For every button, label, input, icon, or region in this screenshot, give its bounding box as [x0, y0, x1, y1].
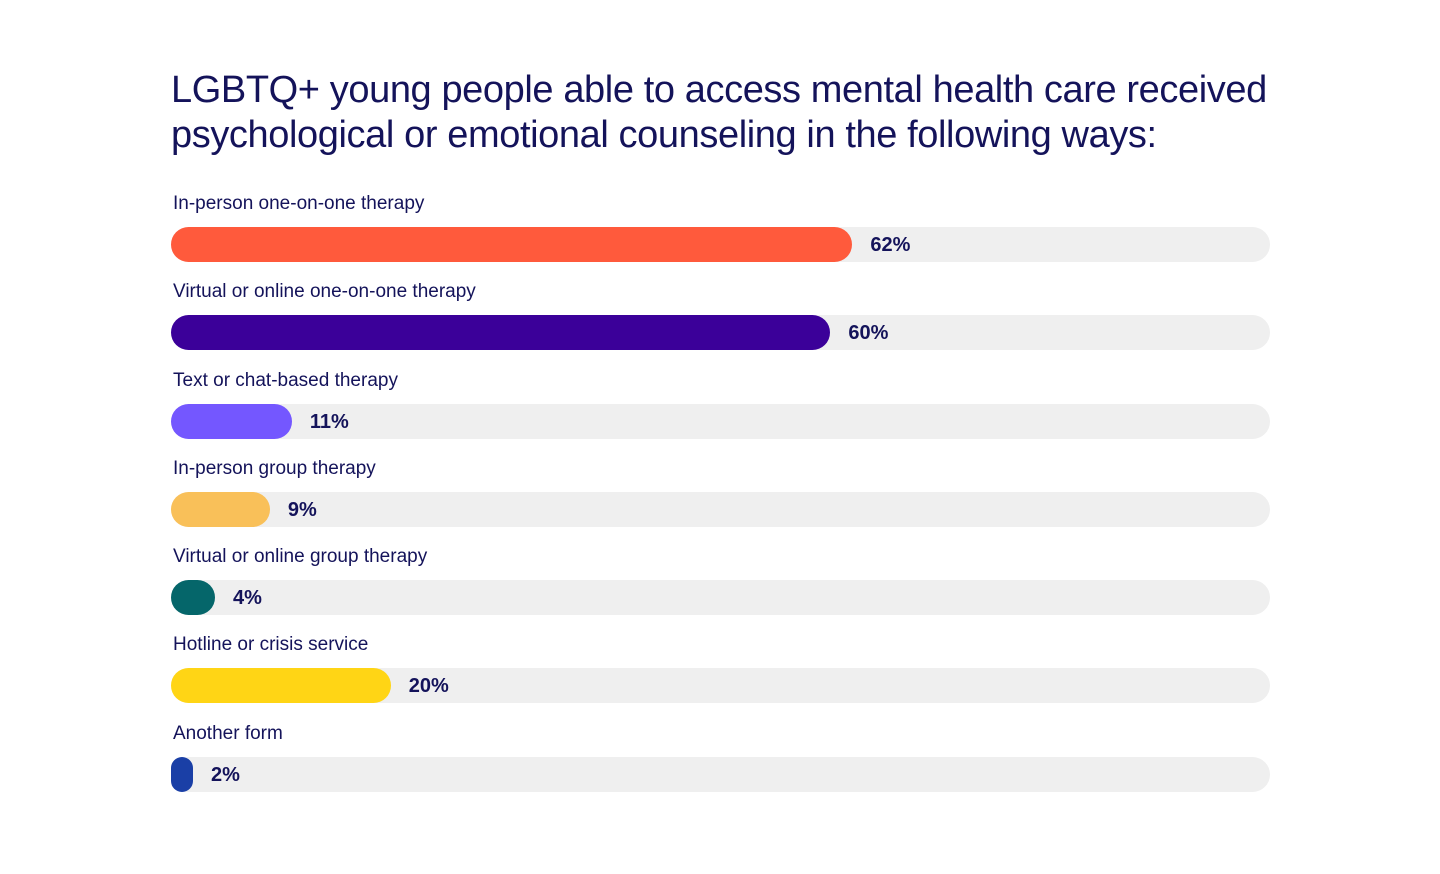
- value-label: 9%: [287, 498, 317, 521]
- bar-track: 11%: [171, 403, 1270, 439]
- bar-chart: In-person one-on-one therapy 62% Virtual o…: [171, 190, 1270, 808]
- value-label: 62%: [870, 234, 911, 256]
- bar: [171, 756, 193, 792]
- bar-row: Hotline or crisis service 20%: [171, 631, 1270, 719]
- category-label: Virtual or online one-on-one therapy: [173, 281, 476, 303]
- category-label: In-person group therapy: [173, 457, 376, 479]
- bar: [171, 668, 391, 704]
- bar-row: Virtual or online one-on-one therapy 60%: [171, 278, 1270, 366]
- value-label: 11%: [309, 410, 349, 433]
- category-label: In-person one-on-one therapy: [173, 193, 425, 214]
- bar: [171, 315, 831, 351]
- bar-track: 9%: [171, 491, 1270, 527]
- bar: [171, 580, 215, 616]
- bar-row: In-person one-on-one therapy 62%: [171, 190, 1270, 278]
- bar-track: 62%: [171, 227, 1270, 262]
- bar-track: 20%: [171, 668, 1270, 704]
- bar: [171, 403, 292, 439]
- value-label: 4%: [232, 587, 262, 610]
- bar: [171, 227, 853, 262]
- bar-row: Another form 2%: [171, 720, 1270, 808]
- bar-row: In-person group therapy 9%: [171, 455, 1270, 543]
- value-label: 2%: [211, 763, 240, 786]
- value-label: 20%: [408, 675, 449, 698]
- bar-row: Text or chat-based therapy 11%: [171, 367, 1270, 455]
- bar-row: Virtual or online group therapy 4%: [171, 543, 1270, 631]
- category-label: Hotline or crisis service: [173, 634, 369, 656]
- category-label: Another form: [173, 722, 283, 744]
- category-label: Text or chat-based therapy: [173, 369, 398, 391]
- bar: [171, 491, 270, 527]
- chart-title: LGBTQ+ young people able to access menta…: [171, 69, 1267, 156]
- bar-track: 60%: [171, 315, 1270, 351]
- bar-track: 2%: [171, 756, 1270, 792]
- value-label: 60%: [848, 322, 889, 345]
- bar-track: 4%: [171, 580, 1270, 616]
- category-label: Virtual or online group therapy: [173, 546, 428, 568]
